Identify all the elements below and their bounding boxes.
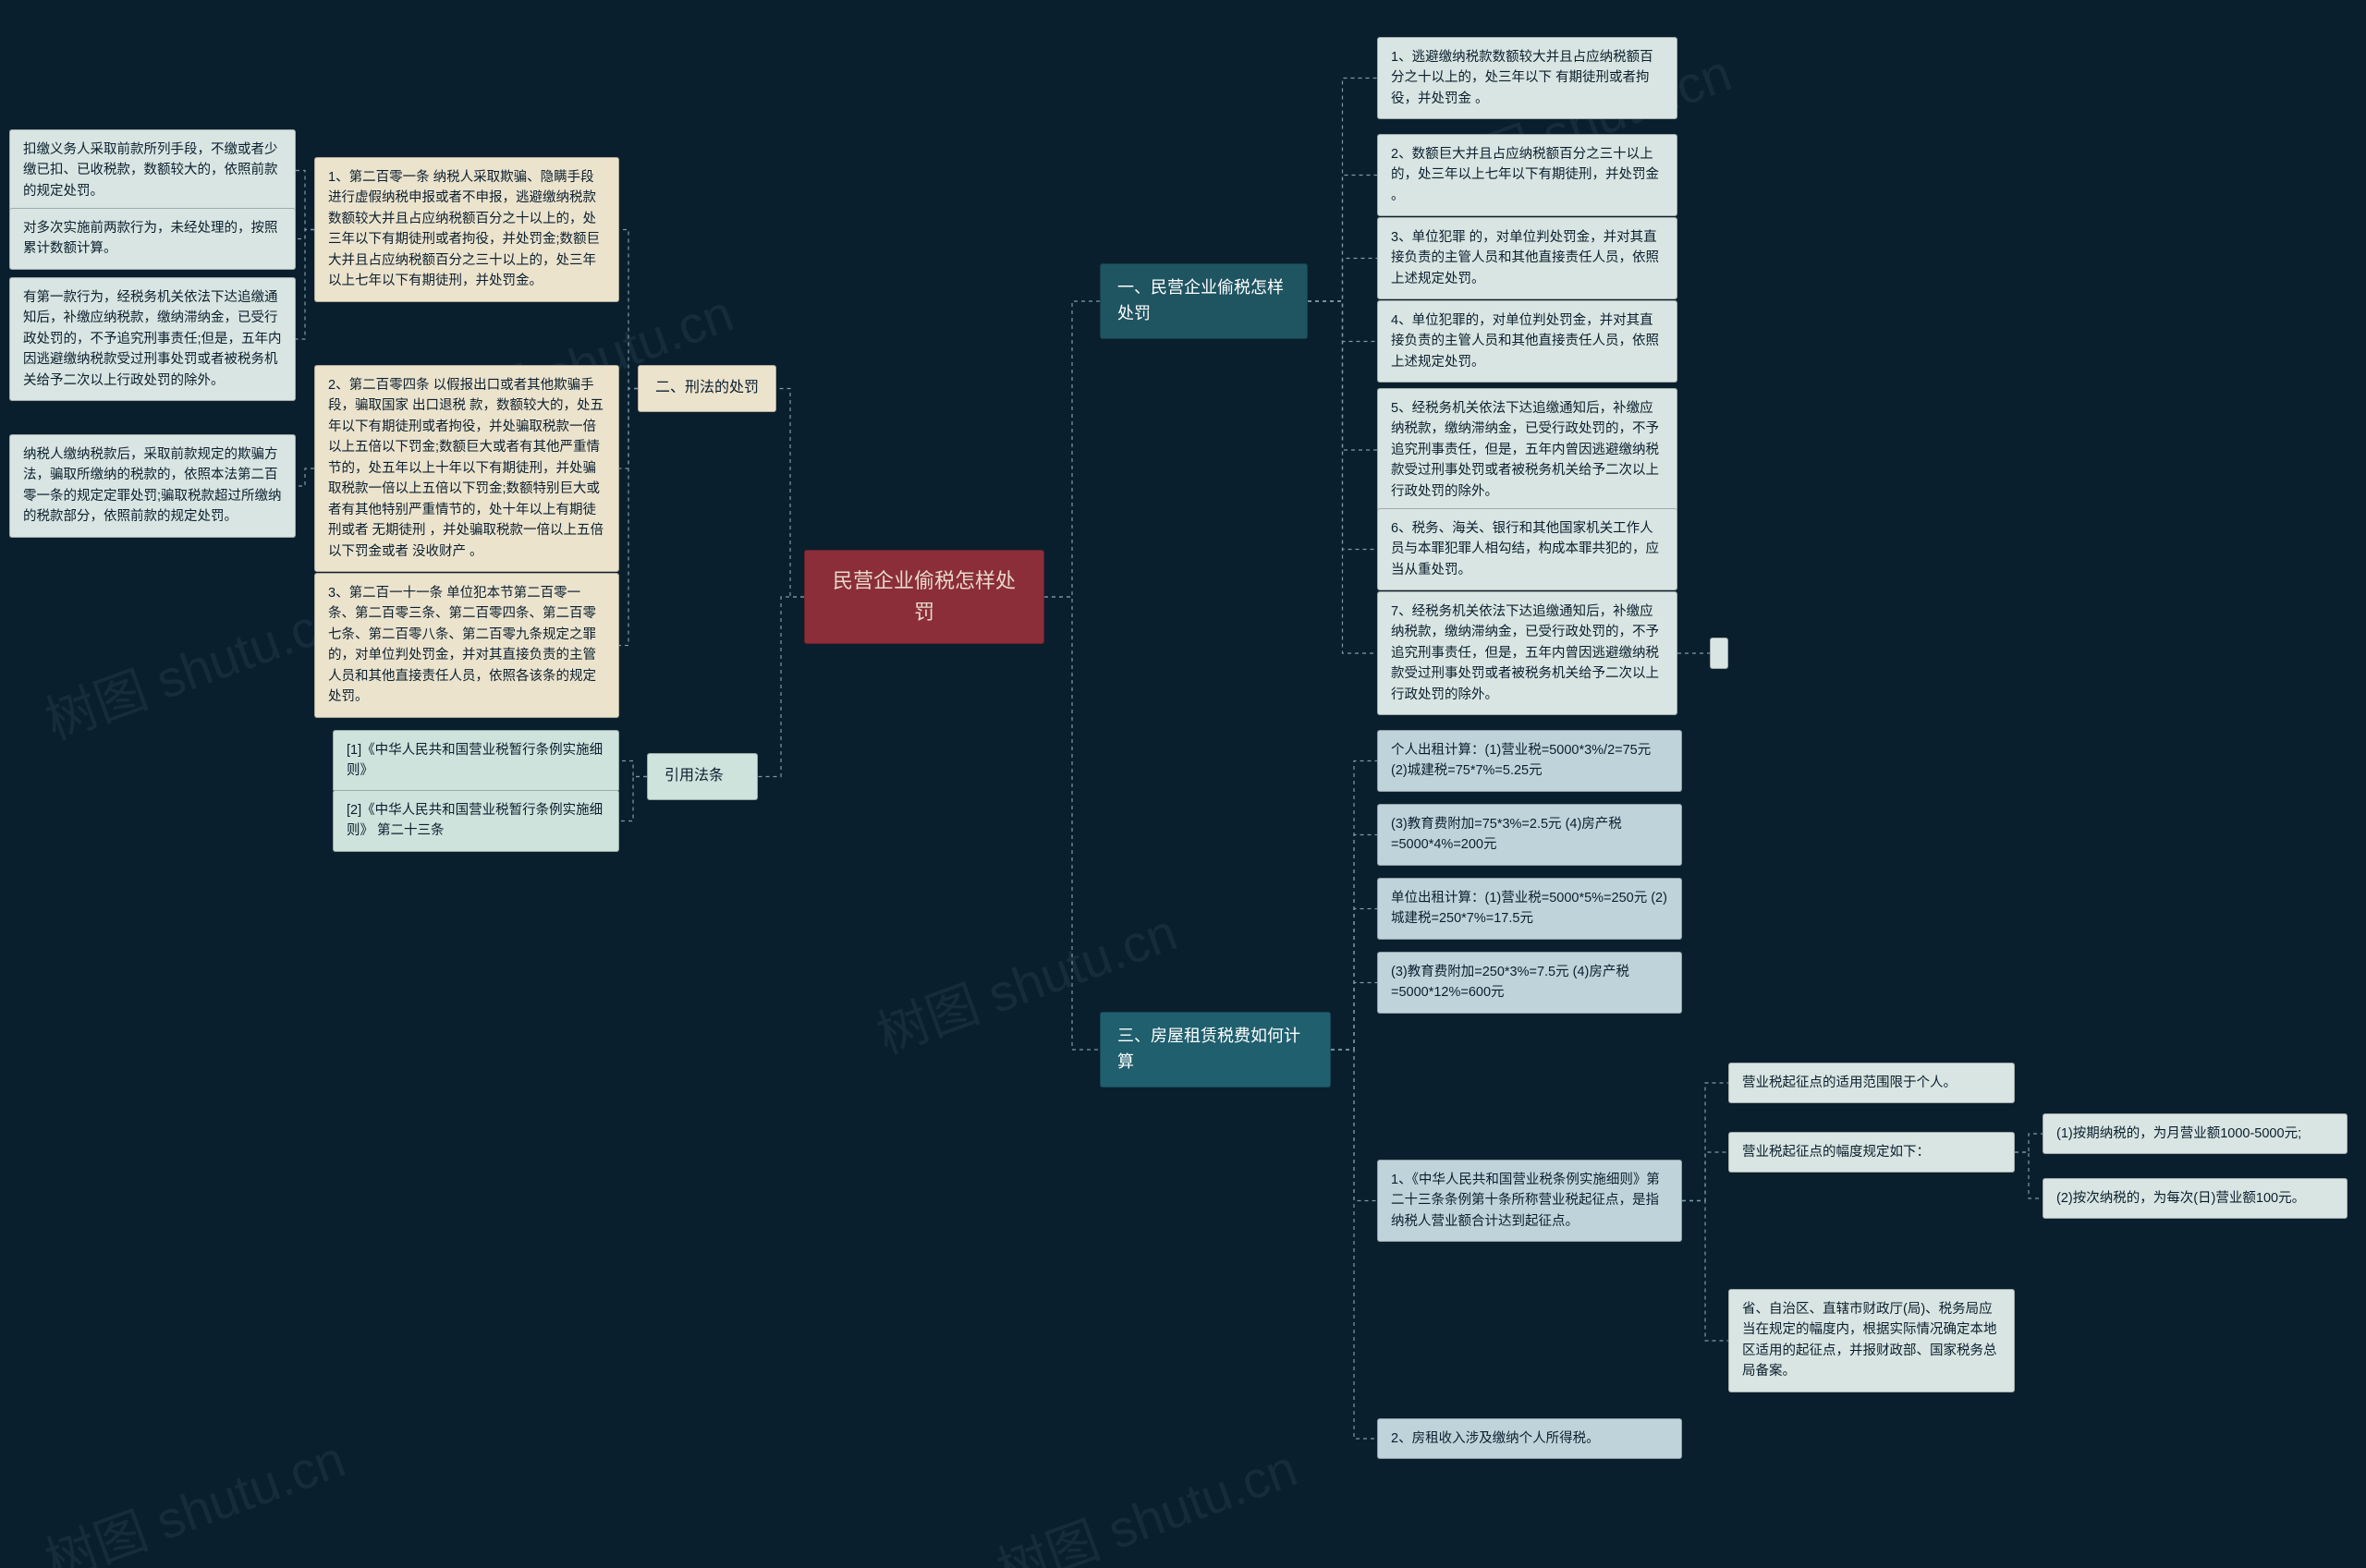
mindmap-canvas: 树图 shutu.cn 树图 shutu.cn 树图 shutu.cn 树图 s…	[0, 0, 2366, 1568]
section2-sub1: 扣缴义务人采取前款所列手段，不缴或者少缴已扣、已收税款，数额较大的，依照前款的规…	[9, 129, 296, 212]
section2-sub2: 纳税人缴纳税款后，采取前款规定的欺骗方法，骗取所缴纳的税款的，依照本法第二百零一…	[9, 434, 296, 538]
section1-empty-tail	[1710, 638, 1728, 669]
section2-sub1: 有第一款行为，经税务机关依法下达追缴通知后，补缴应纳税款，缴纳滞纳金，已受行政处…	[9, 277, 296, 401]
section3-law-sub2: (1)按期纳税的，为月营业额1000-5000元;	[2043, 1113, 2348, 1154]
section3-calc: (3)教育费附加=75*3%=2.5元 (4)房产税=5000*4%=200元	[1377, 804, 1682, 866]
section1-item: 4、单位犯罪的，对单位判处罚金，并对其直接负责的主管人员和其他直接责任人员，依照…	[1377, 300, 1677, 383]
section-3[interactable]: 三、房屋租赁税费如何计算	[1100, 1012, 1331, 1088]
law-item: [2]《中华人民共和国营业税暂行条例实施细则》 第二十三条	[333, 790, 619, 852]
root-node[interactable]: 民营企业偷税怎样处罚	[804, 550, 1044, 644]
section3-law-sub: 营业税起征点的适用范围限于个人。	[1728, 1063, 2015, 1103]
section3-note: 2、房租收入涉及缴纳个人所得税。	[1377, 1418, 1682, 1459]
section1-item: 6、税务、海关、银行和其他国家机关工作人员与本罪犯罪人相勾结，构成本罪共犯的，应…	[1377, 508, 1677, 590]
section1-item: 1、逃避缴纳税款数额较大并且占应纳税额百分之十以上的，处三年以下 有期徒刑或者拘…	[1377, 37, 1677, 119]
section2-main: 2、第二百零四条 以假报出口或者其他欺骗手段，骗取国家 出口退税 款，数额较大的…	[314, 365, 619, 572]
watermark: 树图 shutu.cn	[33, 1417, 354, 1568]
section3-law-sub: 营业税起征点的幅度规定如下：	[1728, 1132, 2015, 1173]
section3-law-node: 1、《中华人民共和国营业税条例实施细则》第二十三条条例第十条所称营业税起征点，是…	[1377, 1160, 1682, 1242]
laws-title[interactable]: 引用法条	[647, 753, 758, 800]
section2-sub1: 对多次实施前两款行为，未经处理的，按照累计数额计算。	[9, 208, 296, 270]
section-1[interactable]: 一、民营企业偷税怎样处罚	[1100, 263, 1308, 339]
section3-calc: 单位出租计算：(1)营业税=5000*5%=250元 (2)城建税=250*7%…	[1377, 878, 1682, 940]
watermark: 树图 shutu.cn	[33, 577, 354, 754]
watermark: 树图 shutu.cn	[985, 1427, 1306, 1568]
section1-item: 3、单位犯罪 的，对单位判处罚金，并对其直接负责的主管人员和其他直接责任人员，依…	[1377, 217, 1677, 299]
law-item: [1]《中华人民共和国营业税暂行条例实施细则》	[333, 730, 619, 792]
section1-item: 5、经税务机关依法下达追缴通知后，补缴应纳税款，缴纳滞纳金，已受行政处罚的，不予…	[1377, 388, 1677, 512]
section-2[interactable]: 二、刑法的处罚	[638, 365, 776, 412]
section2-main: 1、第二百零一条 纳税人采取欺骗、隐瞒手段进行虚假纳税申报或者不申报，逃避缴纳税…	[314, 157, 619, 302]
section3-calc: 个人出租计算：(1)营业税=5000*3%/2=75元 (2)城建税=75*7%…	[1377, 730, 1682, 792]
section1-item: 7、经税务机关依法下达追缴通知后，补缴应纳税款，缴纳滞纳金，已受行政处罚的，不予…	[1377, 591, 1677, 715]
section1-item: 2、数额巨大并且占应纳税额百分之三十以上的，处三年以上七年以下有期徒刑，并处罚金…	[1377, 134, 1677, 216]
section3-calc: (3)教育费附加=250*3%=7.5元 (4)房产税=5000*12%=600…	[1377, 952, 1682, 1014]
section3-law-sub2: (2)按次纳税的，为每次(日)营业额100元。	[2043, 1178, 2348, 1219]
section3-law-sub: 省、自治区、直辖市财政厅(局)、税务局应当在规定的幅度内，根据实际情况确定本地区…	[1728, 1289, 2015, 1392]
section2-main: 3、第二百一十一条 单位犯本节第二百零一条、第二百零三条、第二百零四条、第二百零…	[314, 573, 619, 718]
